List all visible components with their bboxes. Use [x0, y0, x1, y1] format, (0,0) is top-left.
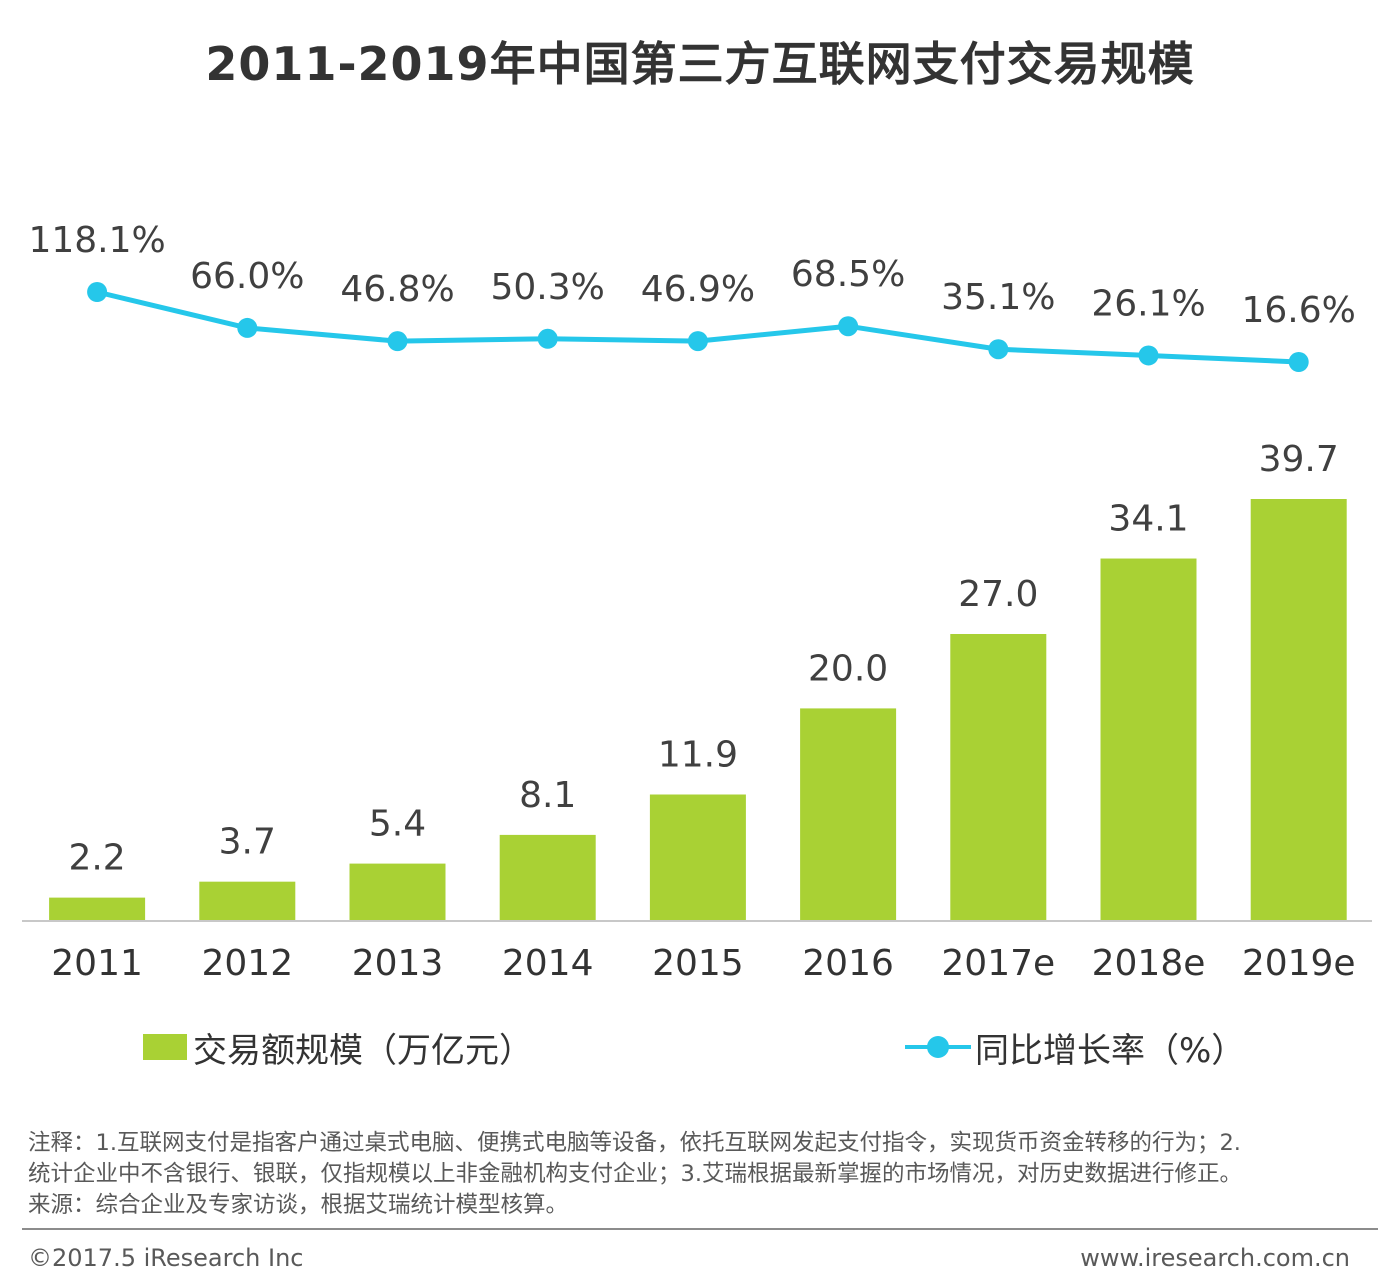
legend-item-bar: 交易额规模（万亿元）: [143, 1022, 533, 1072]
growth-value-label: 50.3%: [491, 267, 605, 308]
x-tick-label: 2015: [652, 943, 744, 984]
bar-value-label: 34.1: [1108, 499, 1188, 540]
x-tick-label: 2017e: [941, 943, 1055, 984]
growth-point-2019e: [1288, 352, 1309, 372]
bar-2019e: [1250, 499, 1347, 921]
bar-value-label: 11.9: [658, 735, 738, 776]
x-tick-label: 2011: [51, 943, 143, 984]
bar-value-label: 8.1: [519, 775, 576, 816]
bar-value-label: 20.0: [808, 648, 888, 689]
growth-value-label: 66.0%: [190, 256, 304, 297]
growth-point-2013: [387, 331, 408, 352]
growth-point-2016: [838, 316, 859, 337]
bar-value-label: 3.7: [219, 822, 276, 863]
bar-2017e: [950, 633, 1047, 921]
growth-value-label: 118.1%: [28, 220, 165, 261]
x-tick-label: 2014: [502, 943, 594, 984]
growth-line-layer: [87, 282, 1309, 372]
bars-layer: [49, 499, 1347, 921]
footer-copyright: ©2017.5 iResearch Inc: [28, 1244, 304, 1272]
bar-value-label: 2.2: [68, 838, 125, 879]
growth-point-2014: [537, 328, 558, 349]
bar-2016: [800, 708, 897, 921]
bar-2015: [649, 794, 746, 921]
bar-2014: [499, 834, 596, 921]
legend-swatch-line: [905, 1034, 971, 1060]
growth-point-2018e: [1138, 345, 1159, 366]
x-tick-label: 2013: [352, 943, 444, 984]
legend-label-line: 同比增长率（%）: [975, 1030, 1246, 1071]
bar-value-label: 39.7: [1259, 439, 1339, 480]
note-line-1: 注释：1.互联网支付是指客户通过桌式电脑、便携式电脑等设备，依托互联网发起支付指…: [28, 1130, 1241, 1156]
growth-point-2017e: [988, 339, 1009, 360]
x-tick-label: 2018e: [1092, 943, 1206, 984]
growth-value-label: 16.6%: [1242, 290, 1356, 331]
bar-2018e: [1100, 558, 1197, 921]
growth-value-label: 46.9%: [641, 269, 755, 310]
labels-layer: 2.2 2011 118.1% 3.7 2012 66.0% 5.4 2013 46.8% 8.1…: [28, 220, 1355, 984]
bar-2012: [199, 881, 296, 921]
bar-2013: [349, 863, 446, 921]
bar-value-label: 5.4: [369, 804, 426, 845]
growth-value-label: 46.8%: [340, 269, 454, 310]
growth-point-2011: [87, 282, 108, 302]
legend-item-line: 同比增长率（%）: [905, 1022, 1325, 1072]
footer-divider: [22, 1228, 1378, 1230]
growth-value-label: 26.1%: [1091, 283, 1205, 324]
note-line-2: 统计企业中不含银行、银联，仅指规模以上非金融机构支付企业；3.艾瑞根据最新掌握的…: [28, 1161, 1242, 1187]
legend-swatch-bar: [143, 1034, 187, 1060]
growth-value-label: 68.5%: [791, 254, 905, 295]
notes-block: 注释：1.互联网支付是指客户通过桌式电脑、便携式电脑等设备，依托互联网发起支付指…: [28, 1128, 1378, 1221]
x-tick-label: 2012: [201, 943, 293, 984]
bar-value-label: 27.0: [958, 574, 1038, 615]
legend-label-bar: 交易额规模（万亿元）: [193, 1030, 533, 1071]
x-tick-label: 2016: [802, 943, 894, 984]
growth-point-2012: [237, 317, 258, 338]
chart-title: 2011-2019年中国第三方互联网支付交易规模: [205, 37, 1195, 91]
x-tick-label: 2019e: [1242, 943, 1356, 984]
bar-2011: [49, 897, 146, 921]
source-line: 来源：综合企业及专家访谈，根据艾瑞统计模型核算。: [28, 1192, 569, 1218]
chart-area: 2.2 2011 118.1% 3.7 2012 66.0% 5.4 2013 46.8% 8.1…: [22, 220, 1372, 984]
growth-value-label: 35.1%: [941, 277, 1055, 318]
growth-point-2015: [687, 331, 708, 352]
footer-website: www.iresearch.com.cn: [1080, 1244, 1350, 1272]
